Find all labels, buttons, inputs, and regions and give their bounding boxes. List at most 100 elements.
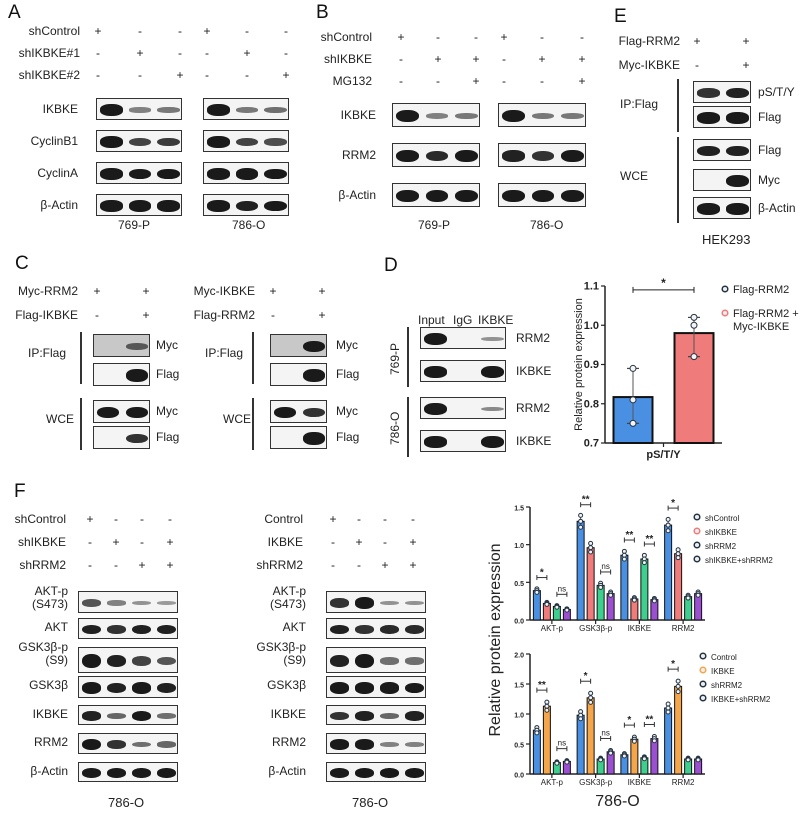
legend-marker xyxy=(693,541,701,549)
data-point xyxy=(641,756,647,762)
data-point xyxy=(631,736,637,742)
legend-marker xyxy=(721,309,729,317)
blot-c xyxy=(93,334,150,357)
blot-a-769p xyxy=(96,130,182,152)
band xyxy=(302,407,325,418)
band xyxy=(81,624,102,635)
band xyxy=(726,203,749,215)
band xyxy=(454,112,478,120)
row-label: AKT xyxy=(282,620,306,634)
blot-b-769p xyxy=(392,143,480,167)
data-point xyxy=(554,604,560,610)
row-label: Flag xyxy=(156,367,180,381)
blot-b-769p xyxy=(392,183,480,207)
band xyxy=(404,767,425,779)
legend-label: Flag-RRM2 xyxy=(733,284,789,296)
row-label-1: RRM2 xyxy=(341,148,376,162)
band xyxy=(274,406,297,419)
significance-marker: ns xyxy=(558,584,566,593)
band xyxy=(697,88,720,98)
row-label: Myc xyxy=(156,338,178,352)
row-label-0: IKBKE xyxy=(42,102,78,116)
data-point xyxy=(651,595,657,601)
band xyxy=(425,150,449,162)
condition-sign: + xyxy=(355,535,363,549)
condition-label: Myc-IKBKE xyxy=(193,284,255,298)
row-label: β-Actin xyxy=(30,764,68,778)
condition-sign: - xyxy=(178,24,182,38)
y-tick-label: 1.0 xyxy=(514,543,524,550)
panel-letter-c: C xyxy=(15,253,29,274)
bar xyxy=(630,738,639,775)
group-label: WCE xyxy=(620,169,648,183)
data-point xyxy=(598,580,604,586)
band xyxy=(502,109,526,123)
bar xyxy=(612,396,654,445)
data-point xyxy=(534,589,540,595)
band xyxy=(235,137,259,147)
band xyxy=(128,137,152,147)
data-point xyxy=(631,738,637,744)
band xyxy=(81,767,102,779)
band xyxy=(354,711,375,721)
condition-sign: - xyxy=(436,30,440,44)
blot-f xyxy=(78,647,178,673)
blot-f xyxy=(78,762,178,782)
row-label: RRM2 xyxy=(516,401,551,415)
data-point xyxy=(675,689,681,695)
condition-label: MG132 xyxy=(332,74,372,88)
band xyxy=(81,599,102,607)
condition-sign: + xyxy=(176,68,184,82)
y-tick-label: 0.9 xyxy=(584,359,599,371)
bar xyxy=(596,758,605,775)
band xyxy=(354,767,375,779)
condition-sign: + xyxy=(203,24,211,38)
band xyxy=(354,653,375,669)
row-label: RRM2 xyxy=(271,735,306,749)
panel-letter-f: F xyxy=(14,481,26,502)
data-point xyxy=(621,753,627,759)
band xyxy=(100,136,123,148)
group-bracket xyxy=(677,79,679,132)
data-point xyxy=(685,592,691,598)
data-point xyxy=(544,703,550,709)
row-label: GSK3β-p (S9) xyxy=(256,640,306,667)
significance-marker: ** xyxy=(645,714,653,725)
group-label: IP:Flag xyxy=(28,346,67,360)
condition-sign: - xyxy=(114,558,118,572)
data-point xyxy=(598,755,604,761)
data-point xyxy=(695,757,701,763)
data-point xyxy=(651,598,657,604)
band xyxy=(329,739,350,750)
band xyxy=(156,601,177,605)
condition-sign: + xyxy=(578,52,586,66)
band xyxy=(531,112,555,120)
condition-label: shControl xyxy=(28,24,80,38)
condition-sign: - xyxy=(357,512,361,526)
bar xyxy=(650,738,659,775)
condition-sign: - xyxy=(502,52,506,66)
band xyxy=(726,112,749,124)
data-point xyxy=(621,556,627,562)
band xyxy=(264,106,287,113)
blot-f xyxy=(78,676,178,698)
condition-sign: + xyxy=(381,558,389,572)
bar xyxy=(606,751,615,775)
legend-label: shRRM2 xyxy=(711,681,743,690)
band xyxy=(235,107,259,113)
bar xyxy=(576,520,585,621)
cell-line-label: 786-O xyxy=(530,218,564,232)
condition-sign: - xyxy=(383,512,387,526)
data-point xyxy=(588,545,594,551)
y-tick-label: 0.0 xyxy=(514,773,524,780)
row-label: GSK3β xyxy=(29,678,68,692)
band xyxy=(264,168,287,180)
band xyxy=(156,741,177,748)
band xyxy=(106,767,127,779)
data-point xyxy=(690,313,698,321)
band xyxy=(156,713,177,719)
data-point xyxy=(695,591,701,597)
band xyxy=(424,436,447,448)
band xyxy=(697,203,720,215)
cell-line-label: 786-O xyxy=(388,411,402,445)
